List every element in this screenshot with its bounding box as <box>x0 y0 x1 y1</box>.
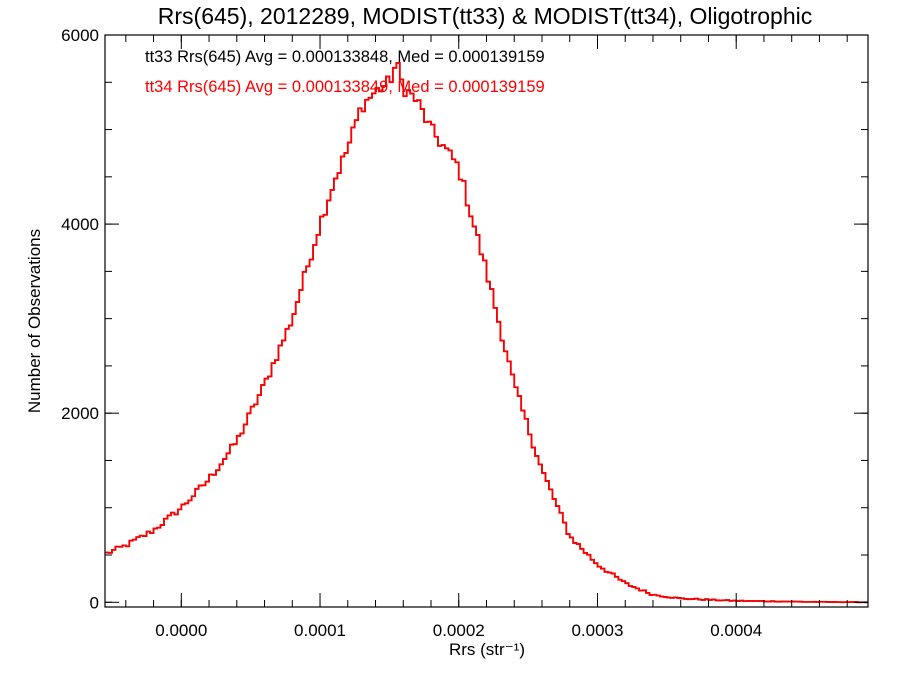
chart-title: Rrs(645), 2012289, MODIST(tt33) & MODIST… <box>158 3 812 29</box>
y-tick-label: 4000 <box>61 215 99 234</box>
plot-frame <box>104 34 869 608</box>
series-layer <box>105 62 868 604</box>
series-tt33 <box>105 62 868 604</box>
x-tick-label: 0.0002 <box>433 621 485 640</box>
y-tick-label: 6000 <box>61 26 99 45</box>
legend: tt33 Rrs(645) Avg = 0.000133848, Med = 0… <box>145 48 545 96</box>
legend-entry-tt33: tt33 Rrs(645) Avg = 0.000133848, Med = 0… <box>145 48 545 66</box>
y-tick-label: 0 <box>90 593 99 612</box>
x-tick-label: 0.0003 <box>571 621 623 640</box>
legend-entry-tt34: tt34 Rrs(645) Avg = 0.000133849, Med = 0… <box>145 78 545 96</box>
x-tick-label: 0.0000 <box>155 621 207 640</box>
series-tt34 <box>105 62 868 604</box>
x-tick-label: 0.0001 <box>294 621 346 640</box>
y-tick-label: 2000 <box>61 404 99 423</box>
x-tick-label: 0.0004 <box>710 621 762 640</box>
ticks-layer: 0.0000 0.0001 0.0002 0.0003 0.0004 0 2000 4000 6… <box>61 26 868 640</box>
x-axis-label: Rrs (str⁻¹) <box>449 640 525 659</box>
y-axis-label: Number of Observations <box>25 229 44 413</box>
